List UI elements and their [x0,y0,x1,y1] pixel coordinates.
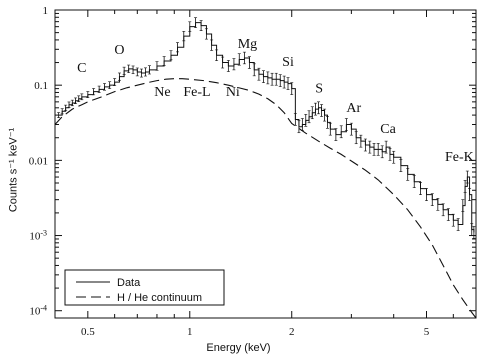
y-tick-label-1: 0.1 [34,80,48,92]
legend-box [64,269,225,306]
y-tick-label-2: 0.01 [29,155,48,167]
annotation-ar: Ar [346,101,361,116]
y-tick-label-4: 10-4 [29,303,47,318]
annotation-ca: Ca [380,122,396,137]
annotation-si: Si [282,55,294,70]
annotation-fe-l: Fe-L [183,85,210,100]
x-tick-label-1: 1 [187,326,193,338]
y-axis-label: Counts s⁻¹ keV⁻¹ [7,127,20,213]
annotation-o: O [114,43,124,58]
legend-label-data: Data [117,277,141,289]
annotation-mg: Mg [238,37,257,52]
annotation-ne: Ne [154,85,170,100]
y-tick-label-0: 1 [43,5,49,17]
y-tick-label-3: 10-3 [29,228,47,243]
annotation-c: C [77,61,86,76]
x-axis-label: Energy (keV) [206,342,271,354]
x-tick-label-2: 2 [289,326,295,338]
x-tick-label-3: 5 [424,326,430,338]
legend-label-continuum: H / He continuum [117,292,202,304]
annotation-fe-k: Fe-K [445,150,474,165]
continuum-line [54,78,477,319]
annotation-ni: Ni [226,85,240,100]
plot-layer: 0.5 1 2 5 10-4 10-3 0.01 0.1 1 C O Ne Fe-L Ni Mg Si S Ar C… [29,5,477,338]
x-tick-label-0: 0.5 [81,326,95,338]
annotation-s: S [315,81,323,96]
